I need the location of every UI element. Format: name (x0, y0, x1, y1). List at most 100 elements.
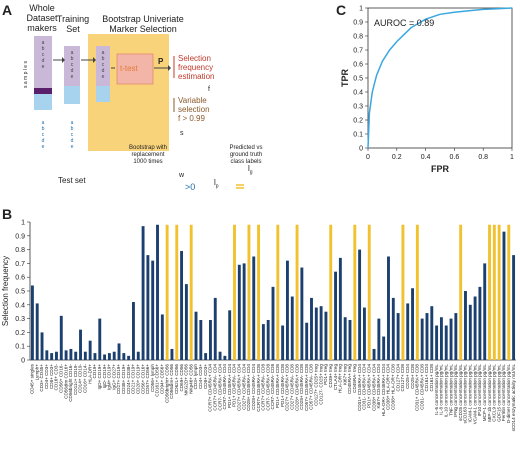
bar-category-label: CCR7- CD45RA- CD4 (222, 364, 227, 410)
roc-y-tick-label: 0.9 (353, 20, 363, 27)
bar-category-label: CD45+ singles (30, 363, 35, 394)
bar (117, 343, 121, 360)
bar-category-label: CD161+ CD4 (424, 364, 429, 392)
bar (64, 350, 68, 360)
variable-selection-label: Variable selection f > 0.99 (178, 96, 210, 123)
bar-category-label: CD4+ CD3+ (44, 364, 49, 389)
roc-x-tick-label: 0.4 (421, 154, 431, 161)
bar (319, 306, 323, 360)
bar-category-label: sCD163 concentration pg/mL (463, 364, 468, 424)
bar (266, 319, 270, 360)
bar (59, 315, 63, 360)
bar-category-label: CD161+ CD8 (429, 364, 434, 392)
bar (136, 351, 140, 360)
bar-category-label: HLA-DR+ CD45RA+ CD4 (381, 364, 386, 417)
auroc-annotation: AUROC = 0.89 (374, 18, 435, 28)
predicted-note: Predicted vs ground truth class labels (229, 145, 263, 165)
bar (464, 291, 467, 360)
bar (478, 286, 482, 360)
bar (449, 318, 453, 360)
bar (512, 255, 516, 360)
bar (79, 329, 82, 360)
bar (387, 256, 390, 360)
bar-category-label: Ferritin concentration pg/mL (501, 364, 506, 422)
bar-category-label: PD1+ CD45RA+ CD8 (275, 364, 280, 409)
bar (420, 318, 424, 360)
bar (310, 297, 313, 360)
bar-category-label: CD39+ treg (328, 364, 333, 388)
bar (107, 353, 111, 360)
bar-category-label: CCR7+ CD45RA+ CD4 (208, 364, 213, 412)
bar-category-label: PD1+ CD45RA- CD8 (280, 364, 285, 407)
bar (35, 303, 39, 360)
bar (502, 231, 506, 360)
bar-y-tick-label: 0.4 (15, 302, 25, 309)
bar (459, 224, 463, 360)
bar (189, 224, 193, 360)
bar (276, 224, 280, 360)
arrow-1-head (62, 57, 65, 63)
bar (88, 340, 92, 360)
bar (396, 313, 400, 360)
bar-category-label: CD127+ CD8 (400, 364, 405, 392)
bar (439, 317, 443, 360)
bar (329, 224, 333, 360)
bar (184, 284, 188, 360)
bar-category-label: TNF concentration pg/mL (448, 364, 453, 416)
bar (55, 351, 58, 360)
bar (160, 314, 164, 360)
bar (271, 286, 275, 360)
bar-category-label: CD38+ CD45RA+ CD4 (371, 364, 376, 411)
test-markers-list-1: a b c d e (41, 120, 45, 150)
bar (454, 313, 458, 360)
bar (348, 319, 352, 360)
bar-category-label: CD14+ CD19- (78, 364, 83, 393)
roc-x-axis-label: FPR (431, 164, 450, 174)
whole-dataset-blue-block (34, 94, 52, 110)
bar (93, 353, 97, 360)
bar-category-label: CD27+ CD45RA+ CD8 (285, 364, 290, 411)
bar-category-label: NKp46+ CD56 (188, 364, 193, 394)
selection-frequency-chart: 0 0.1 0.2 0.3 0.4 0.5 0.6 0.7 0.8 0.9 1 Selection f… (1, 220, 516, 432)
bar (45, 350, 49, 360)
bar (127, 355, 131, 360)
bar-y-tick-label: 0.1 (15, 344, 25, 351)
bar-category-label: CD56bright CD16- (68, 364, 73, 402)
bar-category-label: CD56dim+ CD56 (169, 364, 174, 399)
bar-category-label: CD38+ CD19+ (121, 364, 126, 394)
bootstrap-blue-block (96, 86, 110, 102)
bar (257, 224, 261, 360)
test-markers-list-2: a b c d e (70, 120, 74, 150)
bar-category-label: CD3+ lymph (193, 364, 198, 390)
bar-category-label: IgG+ CD27+ (111, 364, 116, 390)
bar-category-label: CD28+ CD45RA+ CD8 (294, 364, 299, 411)
bar (103, 354, 107, 360)
bar (353, 224, 357, 360)
bar-category-label: CD28+ CD45RA+ CD4 (246, 364, 251, 411)
bar-category-label: CXCL9 concentration pg/mL (492, 364, 497, 422)
bar-category-label: CD8+ CD3+ (203, 364, 208, 389)
bar (411, 288, 414, 360)
training-set-label: Training Set (56, 14, 90, 34)
roc-chart: 0 0.1 0.2 0.3 0.4 0.5 0.6 0.7 0.8 0.9 1 0 0.2 0.4 0.6 0… (340, 6, 514, 175)
bar (362, 307, 366, 360)
w-label: w (179, 172, 185, 179)
bar-category-label: CD24+ CD38+ (126, 364, 131, 394)
whole-dataset-label: Whole Dataset makers (26, 3, 58, 33)
bar-category-label: PD1+ CD45RA- CD4 (232, 364, 237, 407)
bar (151, 260, 155, 360)
bar-category-label: CD127- CD25+ treg (318, 364, 323, 405)
bar (199, 319, 203, 360)
test-set-label: Test set (58, 176, 86, 185)
roc-x-tick-label: 0 (366, 154, 370, 161)
bar-category-label: CD45RA+ treg (347, 364, 352, 394)
bar-category-label: CD56+ CD16- (58, 364, 63, 393)
bar (233, 224, 236, 360)
bar (213, 297, 217, 360)
roc-curve (367, 7, 513, 149)
bar (497, 224, 501, 360)
bar-category-label: sCD14 enzymatic activity mU/mL (511, 364, 516, 432)
bar-category-label: CD161+ CD56+ (155, 364, 160, 397)
bar-category-label: CD25+ CD4 (405, 364, 410, 389)
bar (300, 267, 304, 360)
